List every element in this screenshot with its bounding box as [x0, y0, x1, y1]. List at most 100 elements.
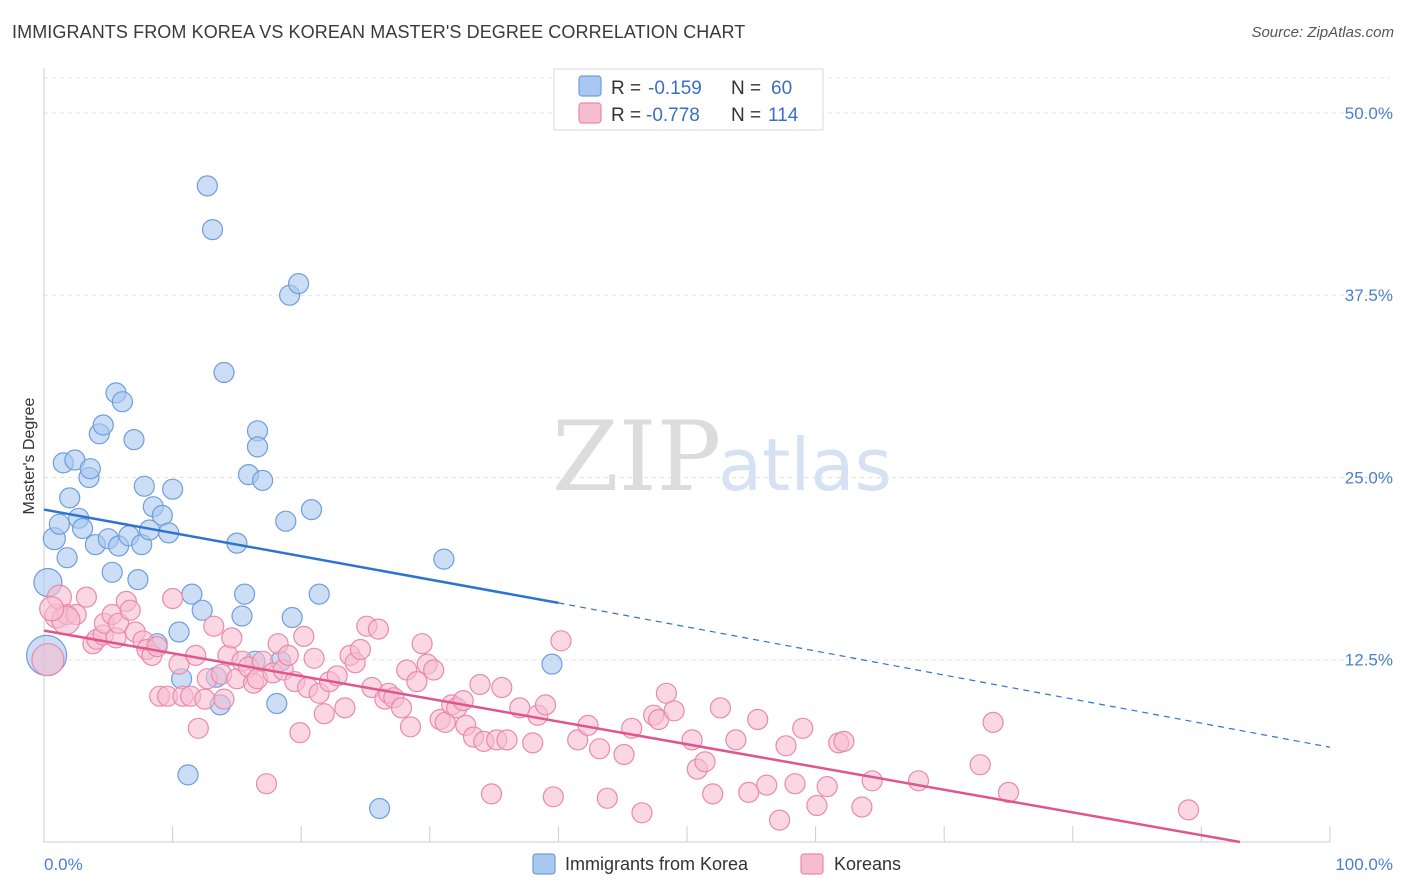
data-points	[25, 175, 1200, 831]
data-point-koreans	[31, 643, 65, 677]
data-point-koreans	[522, 732, 544, 754]
data-point-koreans	[907, 770, 930, 792]
series-legend: Immigrants from Korea Koreans	[532, 853, 901, 875]
data-point-koreans	[213, 688, 235, 710]
data-point-koreans	[663, 700, 685, 722]
data-point-korea	[433, 548, 455, 570]
data-point-koreans	[861, 770, 883, 792]
data-point-koreans	[399, 716, 422, 738]
data-point-koreans	[406, 670, 428, 693]
data-point-korea	[191, 599, 213, 621]
y-axis-label: Master's Degree	[21, 397, 38, 514]
data-point-koreans	[725, 729, 747, 751]
data-point-koreans	[775, 735, 797, 757]
data-point-koreans	[187, 717, 209, 739]
data-point-koreans	[469, 673, 491, 696]
data-point-koreans	[702, 783, 724, 805]
data-point-korea	[48, 513, 71, 535]
data-point-korea	[252, 469, 274, 491]
legend-r-label-korea: R =	[611, 78, 641, 99]
legend-swatch-korea	[578, 75, 602, 97]
data-point-koreans	[756, 774, 778, 796]
data-point-korea	[213, 361, 235, 384]
data-point-koreans	[806, 794, 828, 817]
data-point-koreans	[491, 676, 513, 699]
y-tick-label: 12.5%	[1345, 651, 1393, 670]
data-point-koreans	[293, 625, 315, 648]
data-point-koreans	[289, 721, 311, 744]
data-point-koreans	[567, 729, 589, 751]
data-point-koreans	[694, 751, 716, 773]
legend-n-value-koreans: 114	[768, 105, 799, 126]
trend-lines	[43, 508, 1331, 844]
data-point-koreans	[146, 635, 168, 658]
data-point-korea	[275, 510, 297, 532]
data-point-koreans	[709, 697, 732, 719]
x-tick-label: 100.0%	[1335, 855, 1393, 874]
y-tick-label: 50.0%	[1345, 104, 1393, 123]
data-point-koreans	[747, 708, 769, 731]
chart-title: IMMIGRANTS FROM KOREA VS KOREAN MASTER'S…	[12, 22, 746, 42]
data-point-koreans	[75, 586, 98, 608]
legend-swatch-koreans	[578, 102, 602, 124]
legend-n-label-korea: N =	[731, 78, 761, 99]
data-point-koreans	[1177, 799, 1200, 821]
data-point-korea	[300, 499, 323, 521]
y-tick-label: 37.5%	[1345, 286, 1393, 305]
data-point-korea	[234, 583, 256, 605]
data-point-koreans	[162, 587, 184, 610]
data-point-koreans	[203, 615, 225, 637]
data-point-korea	[288, 273, 310, 295]
legend-r-label-koreans: R =	[611, 105, 641, 126]
legend-n-value-korea: 60	[771, 78, 792, 99]
grid-lines	[44, 77, 1390, 661]
legend-r-value-korea: -0.159	[648, 78, 702, 99]
data-point-koreans	[367, 618, 389, 640]
data-point-korea	[266, 692, 288, 715]
data-point-koreans	[851, 796, 873, 818]
data-point-korea	[541, 653, 563, 675]
data-point-koreans	[784, 773, 806, 795]
trend-line-korea	[43, 508, 559, 605]
data-point-korea	[71, 517, 94, 540]
data-point-koreans	[631, 802, 653, 824]
y-tick-label: 25.0%	[1345, 468, 1393, 487]
data-point-korea	[246, 436, 269, 458]
data-point-koreans	[423, 659, 445, 681]
data-point-koreans	[452, 689, 474, 712]
data-point-koreans	[588, 738, 611, 760]
bottom-legend-swatch-koreans	[800, 853, 824, 875]
bottom-legend-label-korea: Immigrants from Korea	[565, 854, 749, 874]
data-point-korea	[162, 478, 184, 500]
data-point-koreans	[39, 596, 65, 622]
data-point-koreans	[534, 694, 557, 716]
data-point-koreans	[255, 773, 278, 795]
data-point-koreans	[221, 627, 243, 649]
data-point-koreans	[768, 809, 791, 831]
data-point-korea	[231, 605, 253, 627]
data-point-koreans	[334, 697, 356, 719]
data-point-korea	[111, 391, 134, 413]
data-point-korea	[92, 414, 114, 436]
data-point-koreans	[411, 633, 433, 655]
data-point-korea	[56, 547, 78, 569]
data-point-koreans	[349, 638, 371, 661]
data-point-korea	[101, 561, 123, 583]
chart-source: Source: ZipAtlas.com	[1251, 24, 1394, 41]
data-point-koreans	[480, 783, 503, 805]
data-point-koreans	[792, 717, 814, 739]
trend-line-korea-extension	[558, 602, 1331, 748]
data-point-koreans	[303, 647, 325, 669]
data-point-koreans	[542, 786, 564, 808]
data-point-koreans	[313, 703, 335, 725]
data-point-korea	[127, 568, 149, 591]
data-point-korea	[59, 487, 81, 509]
data-point-korea	[168, 621, 190, 643]
data-point-koreans	[982, 711, 1004, 734]
data-point-korea	[369, 797, 391, 820]
stats-legend: R = -0.159 N = 60 R = -0.778 N = 114	[553, 68, 824, 131]
data-point-koreans	[390, 697, 413, 719]
data-point-koreans	[550, 630, 572, 652]
data-point-korea	[79, 458, 101, 480]
bottom-legend-label-koreans: Koreans	[834, 854, 901, 874]
